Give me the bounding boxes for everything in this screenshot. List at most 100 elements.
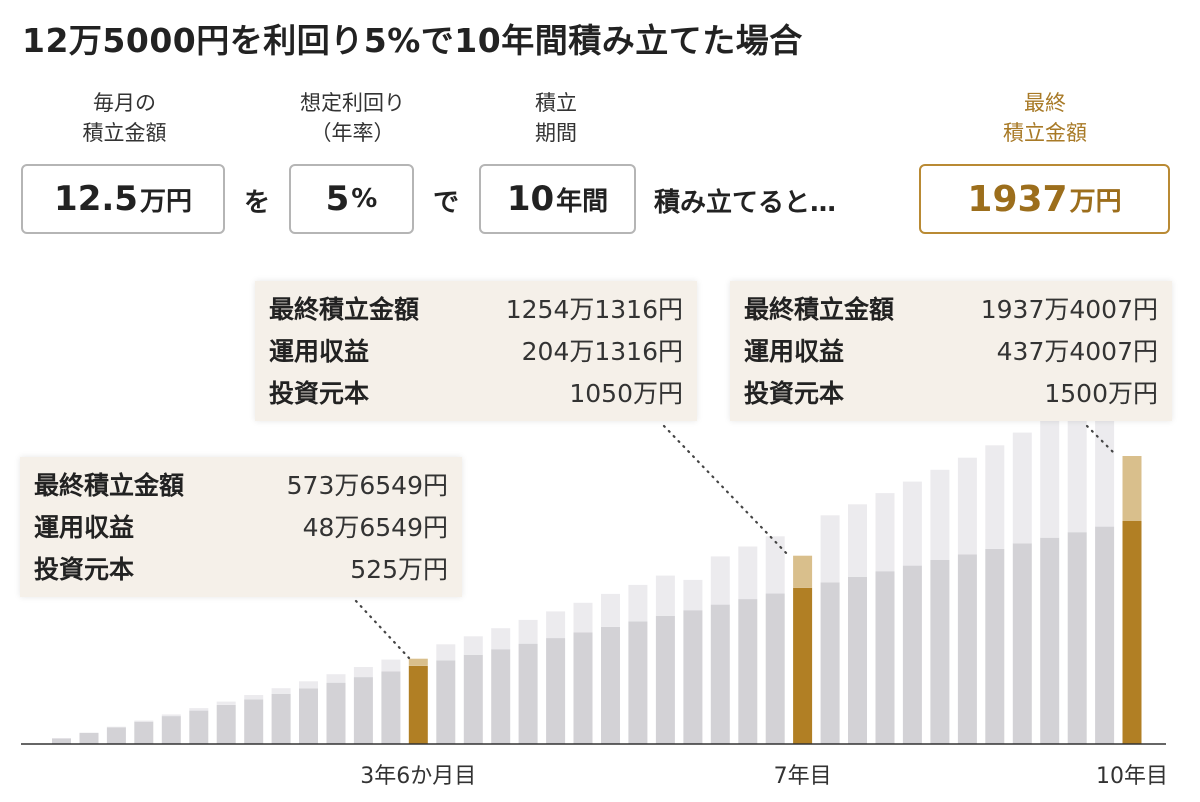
callout-key: 投資元本 — [744, 379, 845, 408]
bar-principal — [793, 587, 813, 744]
bar-gain — [546, 611, 566, 638]
callout-10y: 最終積立金額 1937万4007円 運用収益 437万4007円 投資元本 15… — [730, 281, 1172, 421]
final-amount-unit: 万円 — [1069, 186, 1122, 217]
bar-gain — [930, 469, 950, 560]
bar-gain — [353, 667, 373, 678]
callout-value: 1937万4007円 — [980, 295, 1158, 324]
expected-yield-label: 想定利回り （年率） — [280, 88, 425, 148]
bar-principal — [875, 571, 895, 744]
bar-principal — [106, 727, 126, 744]
expected-yield-label-line1: 想定利回り — [300, 91, 405, 115]
bar-principal — [244, 699, 264, 744]
connector-tsumitate: 積み立てると… — [654, 188, 837, 218]
bar-gain — [408, 658, 428, 666]
bar-principal — [628, 621, 648, 744]
callout-3y6m: 最終積立金額 573万6549円 運用収益 48万6549円 投資元本 525万… — [20, 457, 462, 597]
monthly-amount-label: 毎月の 積立金額 — [62, 88, 187, 148]
bar-gain — [436, 644, 456, 661]
callout-key: 最終積立金額 — [744, 295, 895, 324]
bar-principal — [436, 660, 456, 744]
bar-principal — [353, 677, 373, 744]
callout-value: 573万6549円 — [286, 471, 448, 500]
callout-row-gain: 運用収益 48万6549円 — [34, 507, 448, 549]
bar-gain — [710, 556, 730, 605]
callout-key: 最終積立金額 — [34, 471, 185, 500]
bar-principal — [573, 632, 593, 744]
x-label-10y: 10年目 — [1096, 764, 1168, 789]
period-label-line2: 期間 — [535, 121, 577, 145]
callout-value: 525万円 — [350, 555, 448, 584]
callout-value: 1254万1316円 — [505, 295, 683, 324]
expected-yield-label-line2: （年率） — [310, 121, 395, 145]
connector-de: で — [433, 188, 460, 218]
bar-gain — [491, 628, 511, 650]
connector-wo: を — [244, 188, 271, 218]
bar-gain — [1012, 432, 1032, 544]
bar-gain — [683, 579, 703, 611]
callout-row-final: 最終積立金額 1937万4007円 — [744, 289, 1158, 331]
callout-value: 437万4007円 — [996, 337, 1158, 366]
leader-line-2 — [662, 424, 792, 559]
bar-gain — [271, 688, 291, 694]
bar-gain — [244, 695, 264, 700]
bar-gain — [463, 636, 483, 655]
final-amount-label: 最終 積立金額 — [975, 88, 1115, 148]
bar-gain — [1122, 456, 1142, 521]
callout-value: 48万6549円 — [302, 513, 448, 542]
bar-principal — [738, 599, 758, 744]
callout-value: 1050万円 — [569, 379, 683, 408]
bar-gain — [573, 602, 593, 633]
bar-gain — [1040, 419, 1060, 538]
bar-group — [52, 392, 1142, 744]
expected-yield-box: 5% — [289, 164, 414, 234]
bar-principal — [820, 582, 840, 744]
monthly-amount-value: 12.5 — [54, 179, 138, 219]
callout-key: 運用収益 — [744, 337, 845, 366]
bar-gain — [628, 584, 648, 622]
period-value: 10 — [506, 179, 555, 219]
callout-row-gain: 運用収益 437万4007円 — [744, 331, 1158, 373]
bar-gain — [957, 457, 977, 555]
bar-principal — [1095, 526, 1115, 744]
callout-row-principal: 投資元本 525万円 — [34, 549, 448, 591]
x-label-7y: 7年目 — [773, 764, 832, 789]
bar-principal — [518, 643, 538, 744]
expected-yield-unit: % — [351, 184, 378, 214]
leader-line-1 — [354, 599, 411, 660]
callout-7y: 最終積立金額 1254万1316円 運用収益 204万1316円 投資元本 10… — [255, 281, 697, 421]
bar-principal — [1040, 537, 1060, 744]
callout-key: 投資元本 — [34, 555, 135, 584]
period-unit: 年間 — [556, 186, 609, 217]
period-box: 10 年間 — [479, 164, 636, 234]
x-label-3y6m: 3年6か月目 — [360, 764, 477, 789]
bar-principal — [985, 548, 1005, 744]
bar-principal — [463, 654, 483, 744]
callout-row-final: 最終積立金額 573万6549円 — [34, 465, 448, 507]
bar-gain — [902, 481, 922, 566]
bar-principal — [710, 604, 730, 744]
bar-principal — [326, 682, 346, 744]
bar-principal — [601, 626, 620, 744]
bar-gain — [601, 593, 620, 627]
bar-principal — [902, 565, 922, 744]
bar-gain — [161, 714, 181, 717]
callout-row-principal: 投資元本 1050万円 — [269, 373, 683, 415]
monthly-amount-label-line1: 毎月の — [93, 91, 156, 115]
bar-principal — [930, 560, 950, 744]
monthly-amount-label-line2: 積立金額 — [82, 121, 167, 145]
bar-principal — [957, 554, 977, 744]
bar-principal — [848, 576, 867, 744]
bar-principal — [655, 615, 675, 744]
final-amount-value: 1937 — [967, 178, 1068, 220]
monthly-amount-box: 12.5 万円 — [21, 164, 225, 234]
final-amount-box: 1937 万円 — [919, 164, 1170, 234]
bar-principal — [1122, 521, 1142, 744]
monthly-amount-unit: 万円 — [139, 186, 192, 217]
callout-value: 204万1316円 — [521, 337, 683, 366]
bar-gain — [985, 445, 1005, 549]
bar-principal — [52, 738, 71, 744]
callout-key: 運用収益 — [269, 337, 370, 366]
bar-principal — [683, 610, 703, 744]
callout-key: 投資元本 — [269, 379, 370, 408]
bar-gain — [381, 659, 401, 672]
